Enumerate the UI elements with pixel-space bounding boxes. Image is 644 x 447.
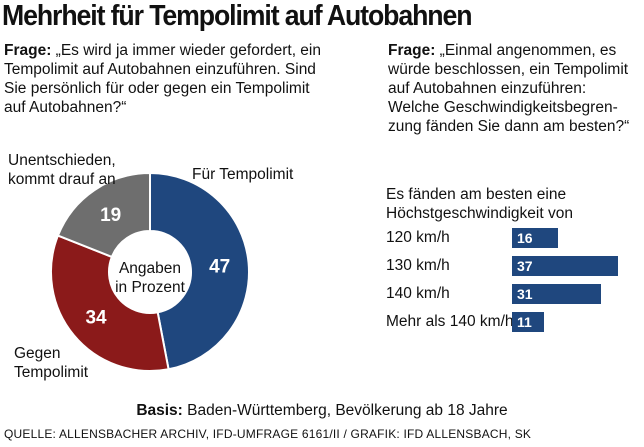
bar-value: 16 [517, 230, 533, 246]
bar-label: 130 km/h [386, 257, 450, 274]
label-undecided-line1: Unentschieden, [8, 152, 116, 169]
basis-prefix: Basis: [136, 402, 183, 419]
bars-heading-line1: Es fänden am besten eine [386, 186, 567, 203]
label-undecided-line2: kommt drauf an [8, 171, 116, 188]
question-left-prefix: Frage: [4, 42, 52, 59]
pie-slice-against-value: 34 [85, 308, 107, 329]
basis-note: Basis: Baden-Württemberg, Bevölkerung ab… [0, 402, 644, 420]
label-undecided: Unentschieden, kommt drauf an [8, 151, 116, 189]
chart-title: Mehrheit für Tempolimit auf Autobahnen [2, 0, 473, 32]
label-for: Für Tempolimit [192, 166, 294, 183]
bar-value: 37 [517, 258, 533, 274]
pie-center-label-line2: in Prozent [115, 279, 185, 296]
bar-label: Mehr als 140 km/h [386, 313, 514, 330]
bars-heading-line2: Höchstgeschwindigkeit von [386, 205, 573, 222]
question-right-prefix: Frage: [388, 42, 436, 59]
bar-label: 120 km/h [386, 229, 450, 246]
bar: 11 [512, 312, 544, 332]
source-line: QUELLE: ALLENSBACHER ARCHIV, IFD-UMFRAGE… [4, 427, 532, 441]
bar-value: 31 [517, 286, 533, 302]
question-right-text: „Einmal angenommen, es würde beschlossen… [388, 42, 630, 135]
bar: 16 [512, 228, 558, 248]
question-left-text: „Es wird ja immer wieder gefordert, ein … [4, 42, 321, 116]
bar: 31 [512, 284, 601, 304]
question-left: Frage: „Es wird ja immer wieder geforder… [4, 41, 324, 117]
pie-slice-undecided-value: 19 [100, 205, 121, 226]
pie-center-hole [109, 231, 191, 313]
label-against-line2: Tempolimit [14, 364, 89, 381]
basis-text: Baden-Württemberg, Bevölkerung ab 18 Jah… [182, 402, 508, 419]
pie-slice-for-value: 47 [209, 256, 230, 277]
bar: 37 [512, 256, 618, 276]
label-against-line1: Gegen [14, 345, 61, 362]
bars-heading: Es fänden am besten eine Höchstgeschwind… [386, 185, 573, 223]
bar-value: 11 [517, 314, 532, 330]
question-right: Frage: „Einmal angenommen, es würde besc… [388, 41, 638, 136]
label-against: Gegen Tempolimit [14, 344, 88, 382]
bar-label: 140 km/h [386, 285, 450, 302]
pie-center-label-line1: Angaben [119, 260, 181, 277]
